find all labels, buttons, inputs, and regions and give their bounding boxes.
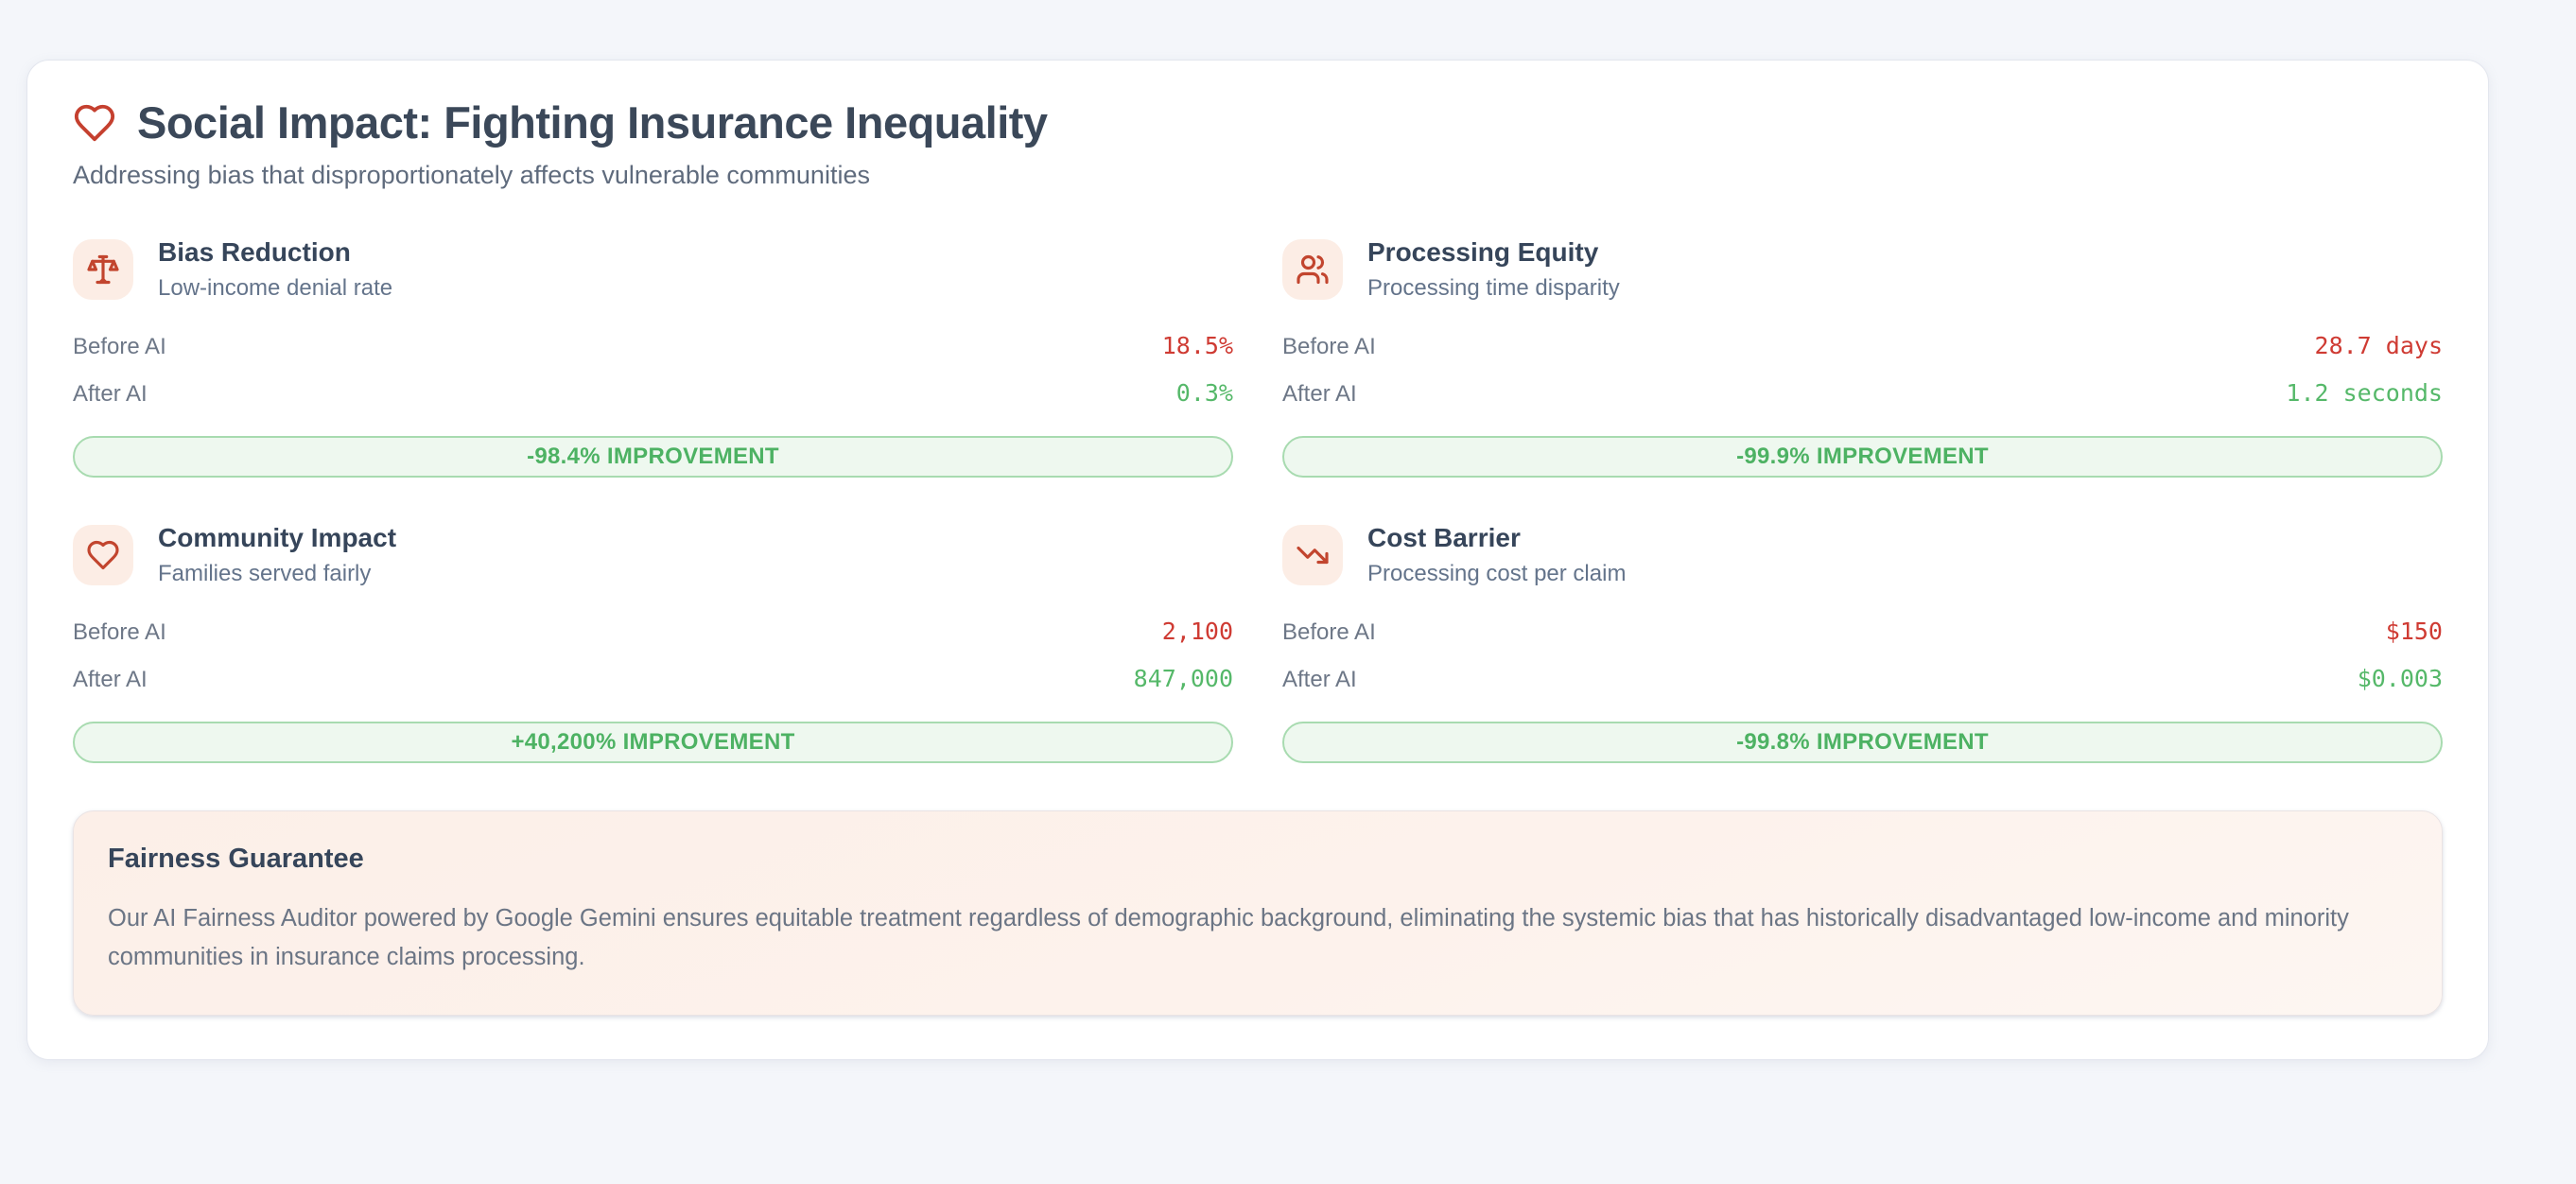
before-ai-label: Before AI <box>73 334 166 359</box>
users-icon <box>1282 239 1343 300</box>
after-ai-value: 1.2 seconds <box>2286 379 2443 407</box>
fairness-guarantee-box: Fairness Guarantee Our AI Fairness Audit… <box>73 810 2443 1016</box>
metric-title: Community Impact <box>158 523 397 552</box>
social-impact-panel: Social Impact: Fighting Insurance Inequa… <box>26 60 2489 1060</box>
after-ai-row: After AI 0.3% <box>73 379 1233 408</box>
after-ai-value: 847,000 <box>1133 665 1233 692</box>
metric-subtitle: Processing time disparity <box>1367 275 1620 301</box>
scale-icon <box>73 239 133 300</box>
page-title: Social Impact: Fighting Insurance Inequa… <box>137 97 1048 148</box>
improvement-badge: -98.4% IMPROVEMENT <box>73 436 1233 478</box>
after-ai-label: After AI <box>73 381 148 407</box>
before-ai-row: Before AI $150 <box>1282 618 2443 646</box>
metric-card-cost-barrier: Cost Barrier Processing cost per claim B… <box>1282 523 2443 763</box>
before-ai-value: 18.5% <box>1161 332 1233 359</box>
fairness-title: Fairness Guarantee <box>108 844 364 874</box>
panel-header: Social Impact: Fighting Insurance Inequa… <box>73 96 2443 190</box>
after-ai-value: $0.003 <box>2357 665 2443 692</box>
before-ai-row: Before AI 18.5% <box>73 332 1233 360</box>
before-ai-label: Before AI <box>1282 619 1376 645</box>
after-ai-row: After AI 847,000 <box>73 665 1233 693</box>
before-ai-value: 2,100 <box>1161 618 1233 645</box>
before-ai-value: $150 <box>2385 618 2443 645</box>
metric-card-bias-reduction: Bias Reduction Low-income denial rate Be… <box>73 237 1233 478</box>
metric-title: Processing Equity <box>1367 237 1599 267</box>
heart-icon <box>73 525 133 585</box>
after-ai-row: After AI 1.2 seconds <box>1282 379 2443 408</box>
metric-title: Bias Reduction <box>158 237 351 267</box>
before-ai-label: Before AI <box>73 619 166 645</box>
before-ai-row: Before AI 28.7 days <box>1282 332 2443 360</box>
fairness-body: Our AI Fairness Auditor powered by Googl… <box>108 905 2349 970</box>
metric-subtitle: Low-income denial rate <box>158 275 393 301</box>
metric-subtitle: Families served fairly <box>158 561 372 586</box>
improvement-badge: -99.9% IMPROVEMENT <box>1282 436 2443 478</box>
metric-card-processing-equity: Processing Equity Processing time dispar… <box>1282 237 2443 478</box>
metrics-grid: Bias Reduction Low-income denial rate Be… <box>73 237 2443 763</box>
after-ai-row: After AI $0.003 <box>1282 665 2443 693</box>
before-ai-row: Before AI 2,100 <box>73 618 1233 646</box>
after-ai-value: 0.3% <box>1175 379 1233 407</box>
metric-subtitle: Processing cost per claim <box>1367 561 1627 586</box>
metric-card-community-impact: Community Impact Families served fairly … <box>73 523 1233 763</box>
improvement-badge: -99.8% IMPROVEMENT <box>1282 722 2443 763</box>
after-ai-label: After AI <box>1282 381 1357 407</box>
improvement-badge: +40,200% IMPROVEMENT <box>73 722 1233 763</box>
page-subtitle: Addressing bias that disproportionately … <box>73 161 870 189</box>
after-ai-label: After AI <box>1282 667 1357 692</box>
before-ai-value: 28.7 days <box>2314 332 2443 359</box>
metric-title: Cost Barrier <box>1367 523 1521 552</box>
heart-icon <box>74 104 115 141</box>
after-ai-label: After AI <box>73 667 148 692</box>
before-ai-label: Before AI <box>1282 334 1376 359</box>
trending-down-icon <box>1282 525 1343 585</box>
